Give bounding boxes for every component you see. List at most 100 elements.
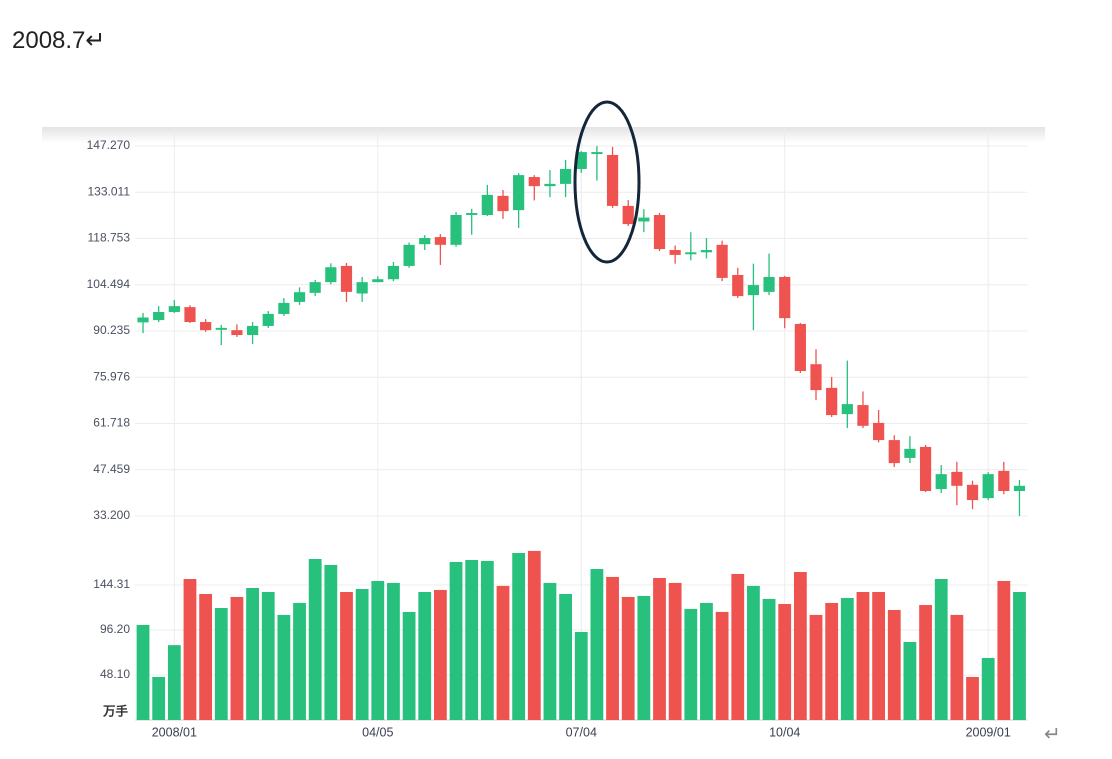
- volume-bar: [246, 587, 259, 720]
- candle-body: [340, 265, 353, 292]
- candle-body: [794, 323, 806, 372]
- candle-body: [231, 330, 243, 336]
- volume-bar: [606, 576, 619, 720]
- candle-body: [168, 306, 180, 312]
- candle-body: [528, 177, 540, 187]
- candle-body: [575, 152, 587, 169]
- volume-bar: [997, 580, 1011, 720]
- volume-bar: [934, 579, 948, 720]
- candle-body: [137, 317, 149, 323]
- volume-bar: [402, 611, 416, 720]
- candle-body: [998, 470, 1010, 492]
- volume-bar: [152, 676, 166, 720]
- candle-body: [857, 405, 869, 426]
- volume-bar: [856, 592, 870, 720]
- x-tick-label: 04/05: [362, 725, 393, 739]
- volume-bar: [778, 603, 792, 720]
- volume-bar: [167, 645, 181, 720]
- candle-body: [325, 267, 337, 283]
- candle-body: [559, 168, 572, 184]
- volume-bar: [418, 592, 432, 720]
- volume-bar: [747, 585, 760, 720]
- volume-bar: [621, 596, 635, 720]
- volume-bar: [950, 614, 964, 720]
- volume-bar: [1013, 592, 1026, 720]
- y-tick-label: 90.235: [93, 323, 130, 337]
- volume-bar: [715, 611, 729, 720]
- volume-bar: [214, 608, 228, 720]
- volume-bar: [700, 602, 713, 720]
- volume-bar: [903, 641, 917, 720]
- candle-body: [888, 440, 900, 464]
- candle-body: [419, 238, 431, 245]
- volume-bar: [355, 589, 369, 720]
- y-tick-label: 118.753: [88, 231, 131, 245]
- candle-body: [293, 292, 306, 302]
- candle-body: [153, 311, 165, 321]
- volume-bar: [590, 569, 604, 720]
- volume-bar: [465, 560, 479, 720]
- candle-body: [826, 387, 838, 416]
- x-tick-label: 07/04: [566, 725, 597, 739]
- volume-tick-label: 48.10: [100, 667, 130, 681]
- y-tick-label: 47.459: [93, 462, 130, 476]
- candle-body: [481, 194, 493, 216]
- volume-bar: [371, 580, 385, 720]
- volume-bar: [277, 614, 291, 720]
- volume-bar: [574, 631, 588, 720]
- candle-body: [215, 327, 227, 330]
- candle-body: [1013, 485, 1026, 492]
- candle-body: [513, 175, 525, 211]
- candle-body: [434, 237, 446, 245]
- volume-bar: [136, 624, 150, 720]
- candle-body: [966, 484, 979, 501]
- volume-bar: [919, 605, 932, 720]
- volume-bar: [512, 553, 526, 720]
- candle-body: [200, 322, 212, 331]
- candle-body: [544, 183, 556, 187]
- volume-bar: [653, 577, 666, 720]
- candle-body: [700, 250, 713, 253]
- volume-bar: [825, 602, 839, 720]
- candle-body: [810, 364, 822, 391]
- candle-body: [763, 276, 775, 292]
- x-tick-label: 2009/01: [966, 725, 1011, 739]
- candle-body: [841, 404, 853, 415]
- candle-body: [935, 474, 947, 490]
- volume-bar: [199, 593, 213, 720]
- candle-body: [184, 307, 196, 323]
- candle-body: [309, 282, 321, 293]
- candle-body: [278, 302, 290, 314]
- y-tick-label: 104.494: [87, 277, 131, 291]
- volume-bar: [308, 558, 322, 720]
- volume-unit: 万手: [102, 703, 129, 718]
- candle-body: [919, 446, 932, 492]
- volume-bar: [230, 596, 244, 720]
- candle-body: [732, 275, 744, 297]
- heading: 2008.7↵: [12, 27, 106, 54]
- y-tick-label: 33.200: [93, 508, 130, 522]
- volume-tick-label: 144.31: [93, 577, 130, 591]
- volume-bar: [887, 609, 901, 720]
- volume-bar: [183, 579, 197, 720]
- volume-bar: [981, 657, 995, 720]
- candle-body: [779, 276, 791, 319]
- candle-body: [716, 244, 728, 278]
- y-tick-label: 147.270: [87, 138, 131, 152]
- volume-bar: [840, 598, 854, 720]
- candle-body: [450, 215, 462, 245]
- volume-bar: [762, 598, 776, 720]
- volume-bar: [387, 582, 400, 720]
- volume-bar: [543, 582, 557, 720]
- candle-body: [372, 279, 384, 283]
- candle-body: [262, 313, 274, 326]
- volume-bar: [793, 571, 807, 720]
- y-tick-label: 61.718: [93, 416, 130, 430]
- x-tick-label: 10/04: [769, 725, 800, 739]
- candle-body: [653, 215, 666, 250]
- candle-body: [622, 205, 634, 225]
- candle-body: [246, 325, 259, 336]
- candle-body: [747, 285, 760, 296]
